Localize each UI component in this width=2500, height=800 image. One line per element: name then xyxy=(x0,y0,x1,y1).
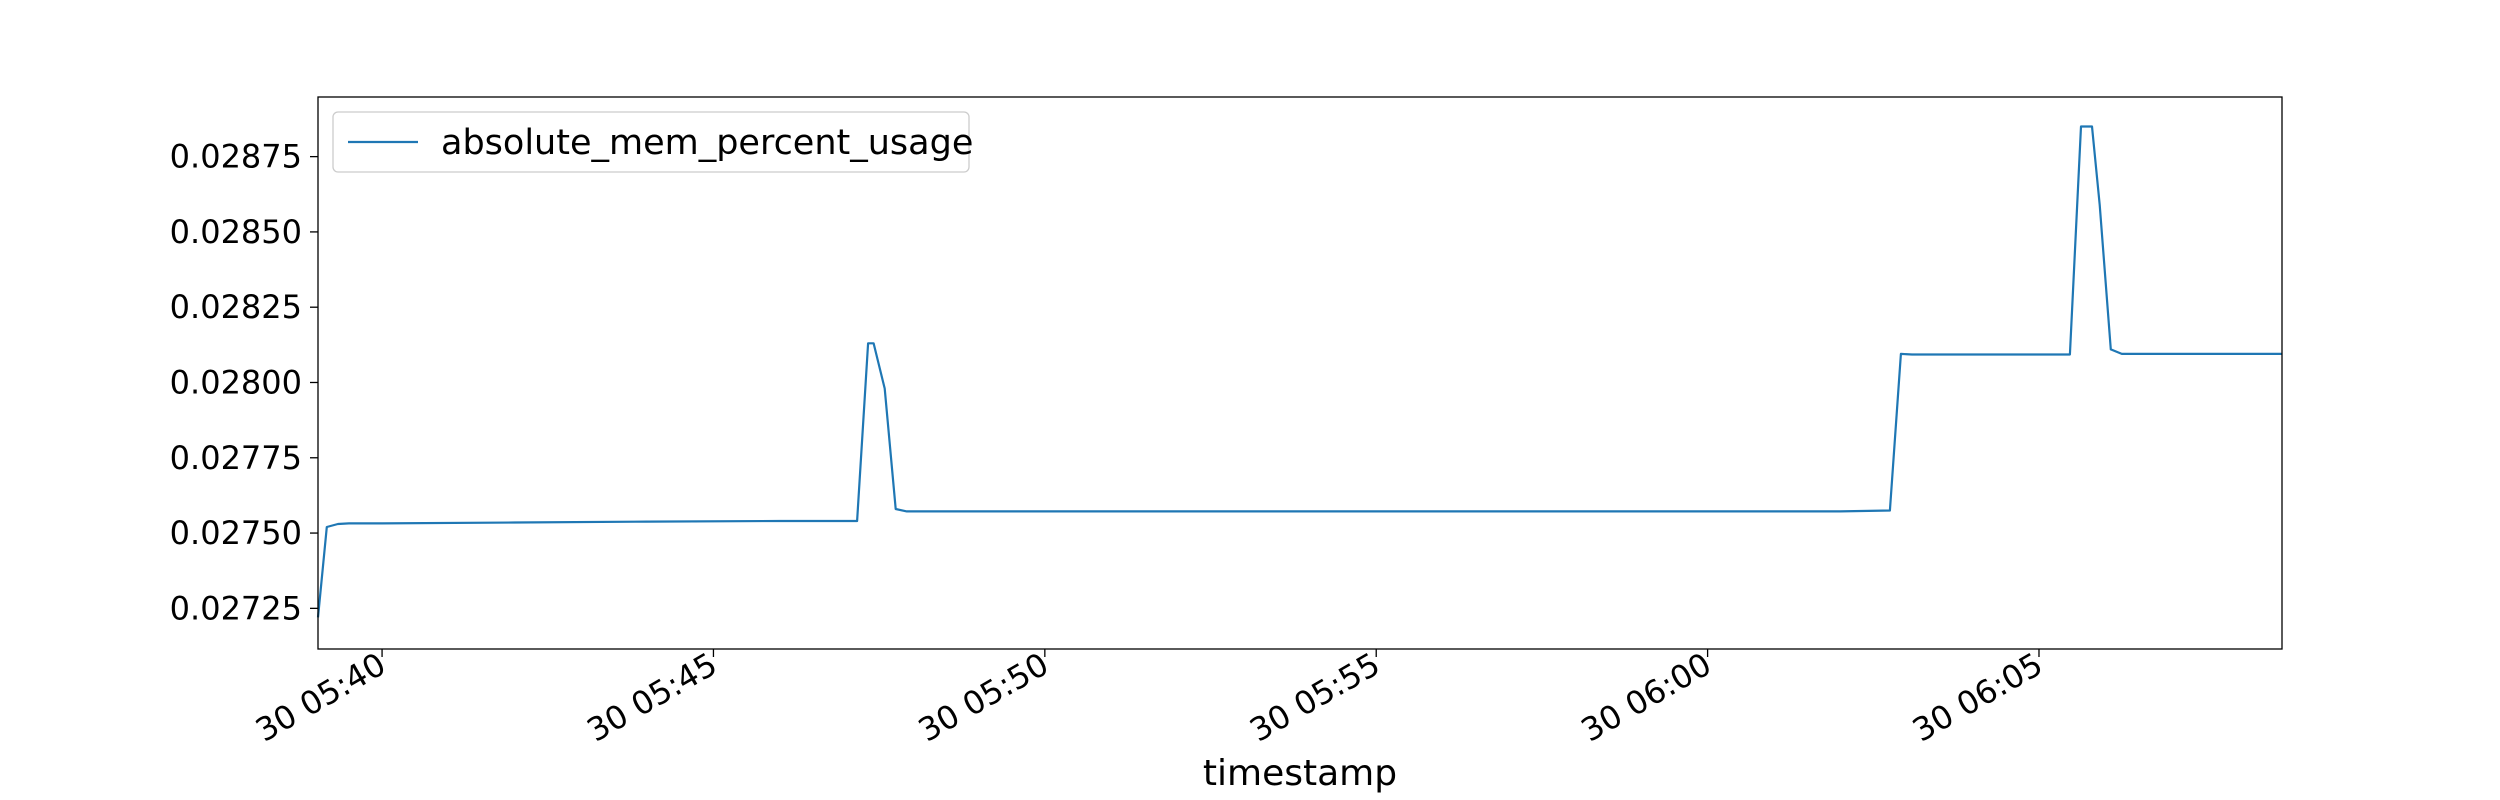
y-tick-label: 0.02850 xyxy=(170,213,302,251)
legend-entry-label: absolute_mem_percent_usage xyxy=(441,123,973,163)
x-tick-label: 30 05:45 xyxy=(581,645,724,749)
y-axis: 0.02725 0.02750 0.02775 0.02800 0.02825 0.028… xyxy=(170,138,318,627)
plot-frame xyxy=(317,96,2283,650)
y-tick-label: 0.02800 xyxy=(170,363,302,401)
y-tick-label: 0.02775 xyxy=(170,439,302,477)
x-tick-label: 30 05:55 xyxy=(1243,645,1386,749)
y-tick-label: 0.02875 xyxy=(170,138,302,176)
x-tick-label: 30 06:05 xyxy=(1906,645,2049,749)
plot-area xyxy=(316,125,2282,618)
y-tick-label: 0.02750 xyxy=(170,514,302,552)
legend: absolute_mem_percent_usage xyxy=(332,111,973,173)
y-tick-label: 0.02825 xyxy=(170,288,302,326)
series-line-0 xyxy=(316,125,2282,618)
x-axis: 30 05:40 30 05:45 30 05:50 30 05:55 30 06:00… xyxy=(249,645,2049,749)
x-tick-label: 30 06:00 xyxy=(1575,645,1718,749)
x-tick-label: 30 05:50 xyxy=(912,645,1055,749)
legend-box xyxy=(332,111,970,173)
x-axis-label: timestamp xyxy=(1203,753,1397,794)
x-tick-label: 30 05:40 xyxy=(249,645,392,749)
y-tick-label: 0.02725 xyxy=(170,589,302,627)
